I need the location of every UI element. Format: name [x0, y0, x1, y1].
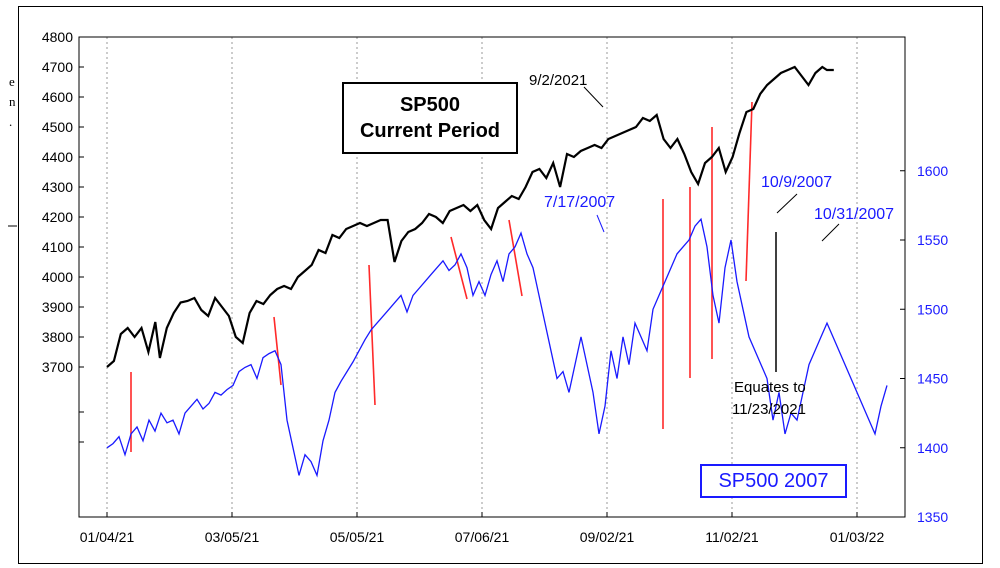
right-tick-label-1350: 1350 [917, 509, 948, 525]
annotation-9-2-2021: 9/2/2021 [529, 72, 587, 89]
red-connector-1 [273, 316, 282, 386]
annotation-10-9-2007: 10/9/2007 [761, 174, 832, 191]
annotation-10-31-2007: 10/31/2007 [814, 206, 894, 223]
right-axis-ticks: 1350 1400 1450 1500 1550 1600 [900, 163, 948, 525]
right-tick-label-1600: 1600 [917, 163, 948, 179]
edge-fragment-1: e [9, 74, 15, 89]
annotation-7-17-2007: 7/17/2007 [544, 194, 615, 211]
left-tick-label-4700: 4700 [42, 59, 73, 75]
left-tick-label-4500: 4500 [42, 119, 73, 135]
red-connector-2 [368, 264, 376, 406]
red-connector-lines [130, 101, 753, 452]
x-tick-label-2: 05/05/21 [330, 529, 385, 545]
chart-svg: 3700 3800 3900 4000 4100 4200 4300 4400 4500 4600… [42, 29, 949, 545]
left-tick-label-4800: 4800 [42, 29, 73, 45]
annotation-10-31-2007-pointer [821, 223, 840, 242]
left-tick-label-4400: 4400 [42, 149, 73, 165]
right-tick-label-1550: 1550 [917, 232, 948, 248]
annotation-equates-line1: Equates to [734, 379, 806, 396]
left-tick-label-4100: 4100 [42, 239, 73, 255]
title-box: SP500 Current Period [342, 82, 518, 154]
x-tick-label-3: 07/06/21 [455, 529, 510, 545]
annotation-equates-line2: 11/23/2021 [732, 401, 806, 418]
chart-frame: 3700 3800 3900 4000 4100 4200 4300 4400 4500 4600… [18, 6, 983, 564]
x-tick-label-6: 01/03/22 [830, 529, 885, 545]
red-connector-4 [508, 219, 523, 297]
x-tick-label-1: 03/05/21 [205, 529, 260, 545]
x-tick-label-5: 11/02/21 [705, 529, 759, 545]
left-tick-label-4200: 4200 [42, 209, 73, 225]
left-edge-fragments: e n . [8, 74, 17, 227]
x-axis-ticks: 01/04/21 03/05/21 05/05/21 07/06/21 09/02/21… [80, 512, 885, 545]
right-tick-label-1500: 1500 [917, 301, 948, 317]
annotations: 9/2/2021 7/17/2007 10/9/2007 10/31/2007 … [529, 72, 894, 418]
x-tick-label-4: 09/02/21 [580, 529, 635, 545]
legend-box-2007: SP500 2007 [700, 464, 847, 498]
edge-fragment-2: n [9, 94, 16, 109]
left-axis-ticks: 3700 3800 3900 4000 4100 4200 4300 4400 4500 4600… [42, 29, 84, 443]
red-connector-8 [745, 101, 753, 282]
series-line-sp500-2007 [106, 217, 888, 478]
title-line-1: SP500 [399, 94, 461, 116]
red-connector-3 [450, 236, 468, 300]
annotation-10-9-2007-pointer [776, 193, 798, 214]
left-tick-label-4300: 4300 [42, 179, 73, 195]
series-layer [106, 65, 888, 478]
series-line-sp500-current [106, 65, 834, 368]
left-tick-label-3900: 3900 [42, 299, 73, 315]
annotation-9-2-2021-pointer [583, 86, 604, 108]
right-tick-label-1450: 1450 [917, 371, 948, 387]
left-tick-label-4600: 4600 [42, 89, 73, 105]
left-tick-label-3700: 3700 [42, 359, 73, 375]
title-line-2: Current Period [359, 120, 501, 142]
left-tick-label-3800: 3800 [42, 329, 73, 345]
edge-fragment-3: . [9, 114, 12, 129]
x-tick-label-0: 01/04/21 [80, 529, 135, 545]
left-tick-label-4000: 4000 [42, 269, 73, 285]
right-tick-label-1400: 1400 [917, 440, 948, 456]
annotation-7-17-2007-pointer [596, 214, 605, 233]
